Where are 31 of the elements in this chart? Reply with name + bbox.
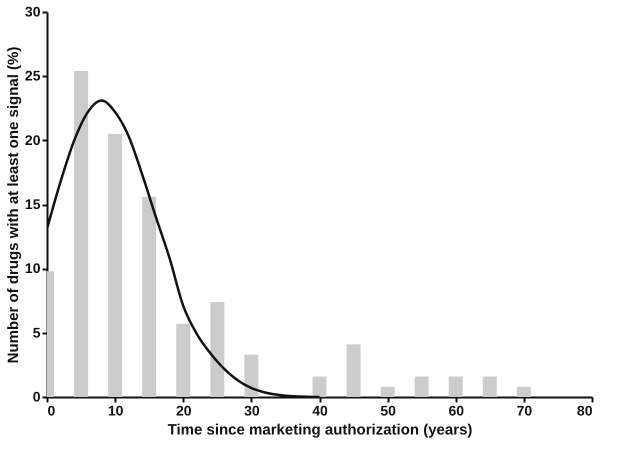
bar	[448, 376, 463, 397]
y-tick-label: 10	[24, 260, 41, 276]
bar	[244, 354, 258, 397]
x-tick-label: 50	[380, 402, 396, 418]
x-tick-label: 40	[312, 402, 328, 418]
bar	[482, 376, 497, 397]
bar	[346, 344, 361, 397]
x-tick-label: 20	[176, 402, 192, 418]
bar	[74, 71, 88, 397]
y-axis-title: Number of drugs with at least one signal (%)	[4, 46, 22, 364]
y-tick-label: 15	[24, 196, 41, 212]
bar	[516, 386, 531, 397]
x-tick-label: 70	[516, 402, 532, 418]
bar	[312, 376, 326, 397]
x-tick-label: 30	[244, 402, 260, 418]
x-tick-label: 10	[108, 402, 124, 418]
y-tick-label: 20	[24, 132, 41, 148]
bar	[414, 376, 429, 397]
bar	[176, 324, 190, 397]
x-tick-label: 80	[576, 402, 593, 418]
bar	[142, 196, 156, 397]
bar	[380, 386, 395, 397]
x-tick-label: 60	[448, 402, 464, 418]
x-axis-title: Time since marketing authorization (years)	[168, 422, 472, 438]
y-tick-label: 25	[24, 68, 41, 84]
y-tick-label: 30	[24, 4, 41, 20]
y-tick-label: 0	[32, 388, 41, 404]
y-tick-label: 5	[32, 324, 41, 340]
bar	[108, 134, 122, 397]
bar	[210, 302, 224, 397]
x-tick-label: 0	[48, 402, 56, 418]
